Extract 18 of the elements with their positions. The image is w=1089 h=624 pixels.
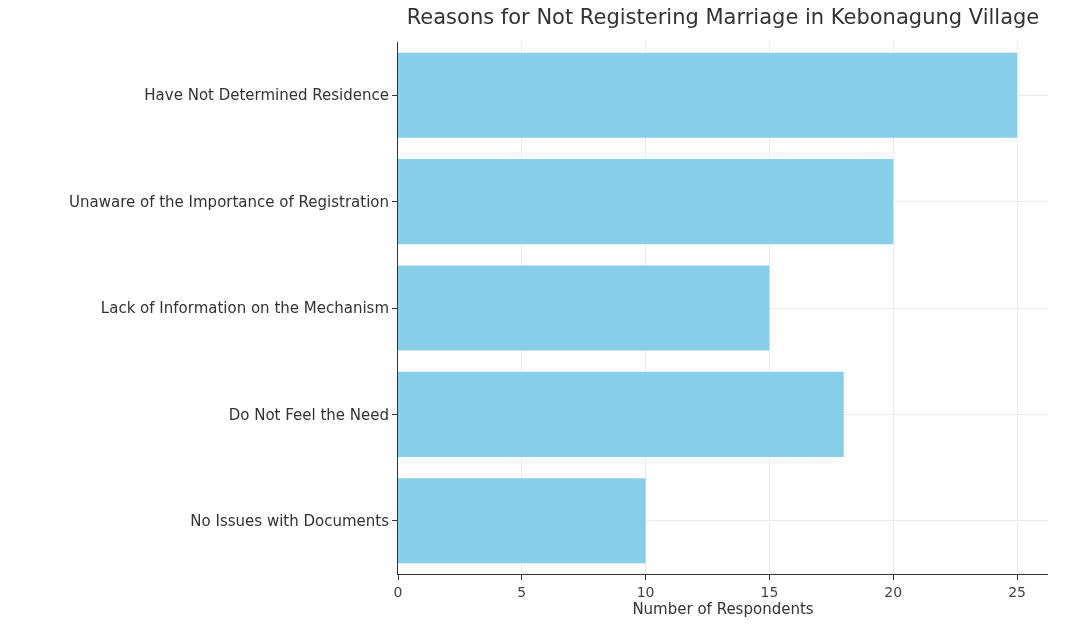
y-tick-label: Have Not Determined Residence: [144, 86, 389, 105]
y-tick-label: Do Not Feel the Need: [228, 405, 389, 424]
bar: [398, 52, 1018, 138]
x-tick-label: 10: [636, 583, 655, 600]
chart-title: Reasons for Not Registering Marriage in Kebonagung Village: [406, 5, 1040, 30]
x-tick-label: 5: [517, 583, 527, 600]
bar: [398, 371, 844, 457]
x-tick-label: 20: [884, 583, 903, 600]
bar: [398, 478, 646, 564]
y-tick-label: Lack of Information on the Mechanism: [100, 299, 389, 318]
x-tick-label: 15: [760, 583, 779, 600]
y-tick-label: Unaware of the Importance of Registration: [69, 192, 389, 211]
x-axis-title: Number of Respondents: [632, 599, 814, 618]
y-tick-label: No Issues with Documents: [190, 512, 390, 531]
bar: [398, 159, 894, 245]
x-tick-label: 0: [393, 583, 403, 600]
x-tick-label: 25: [1008, 583, 1026, 600]
bar: [398, 265, 770, 351]
